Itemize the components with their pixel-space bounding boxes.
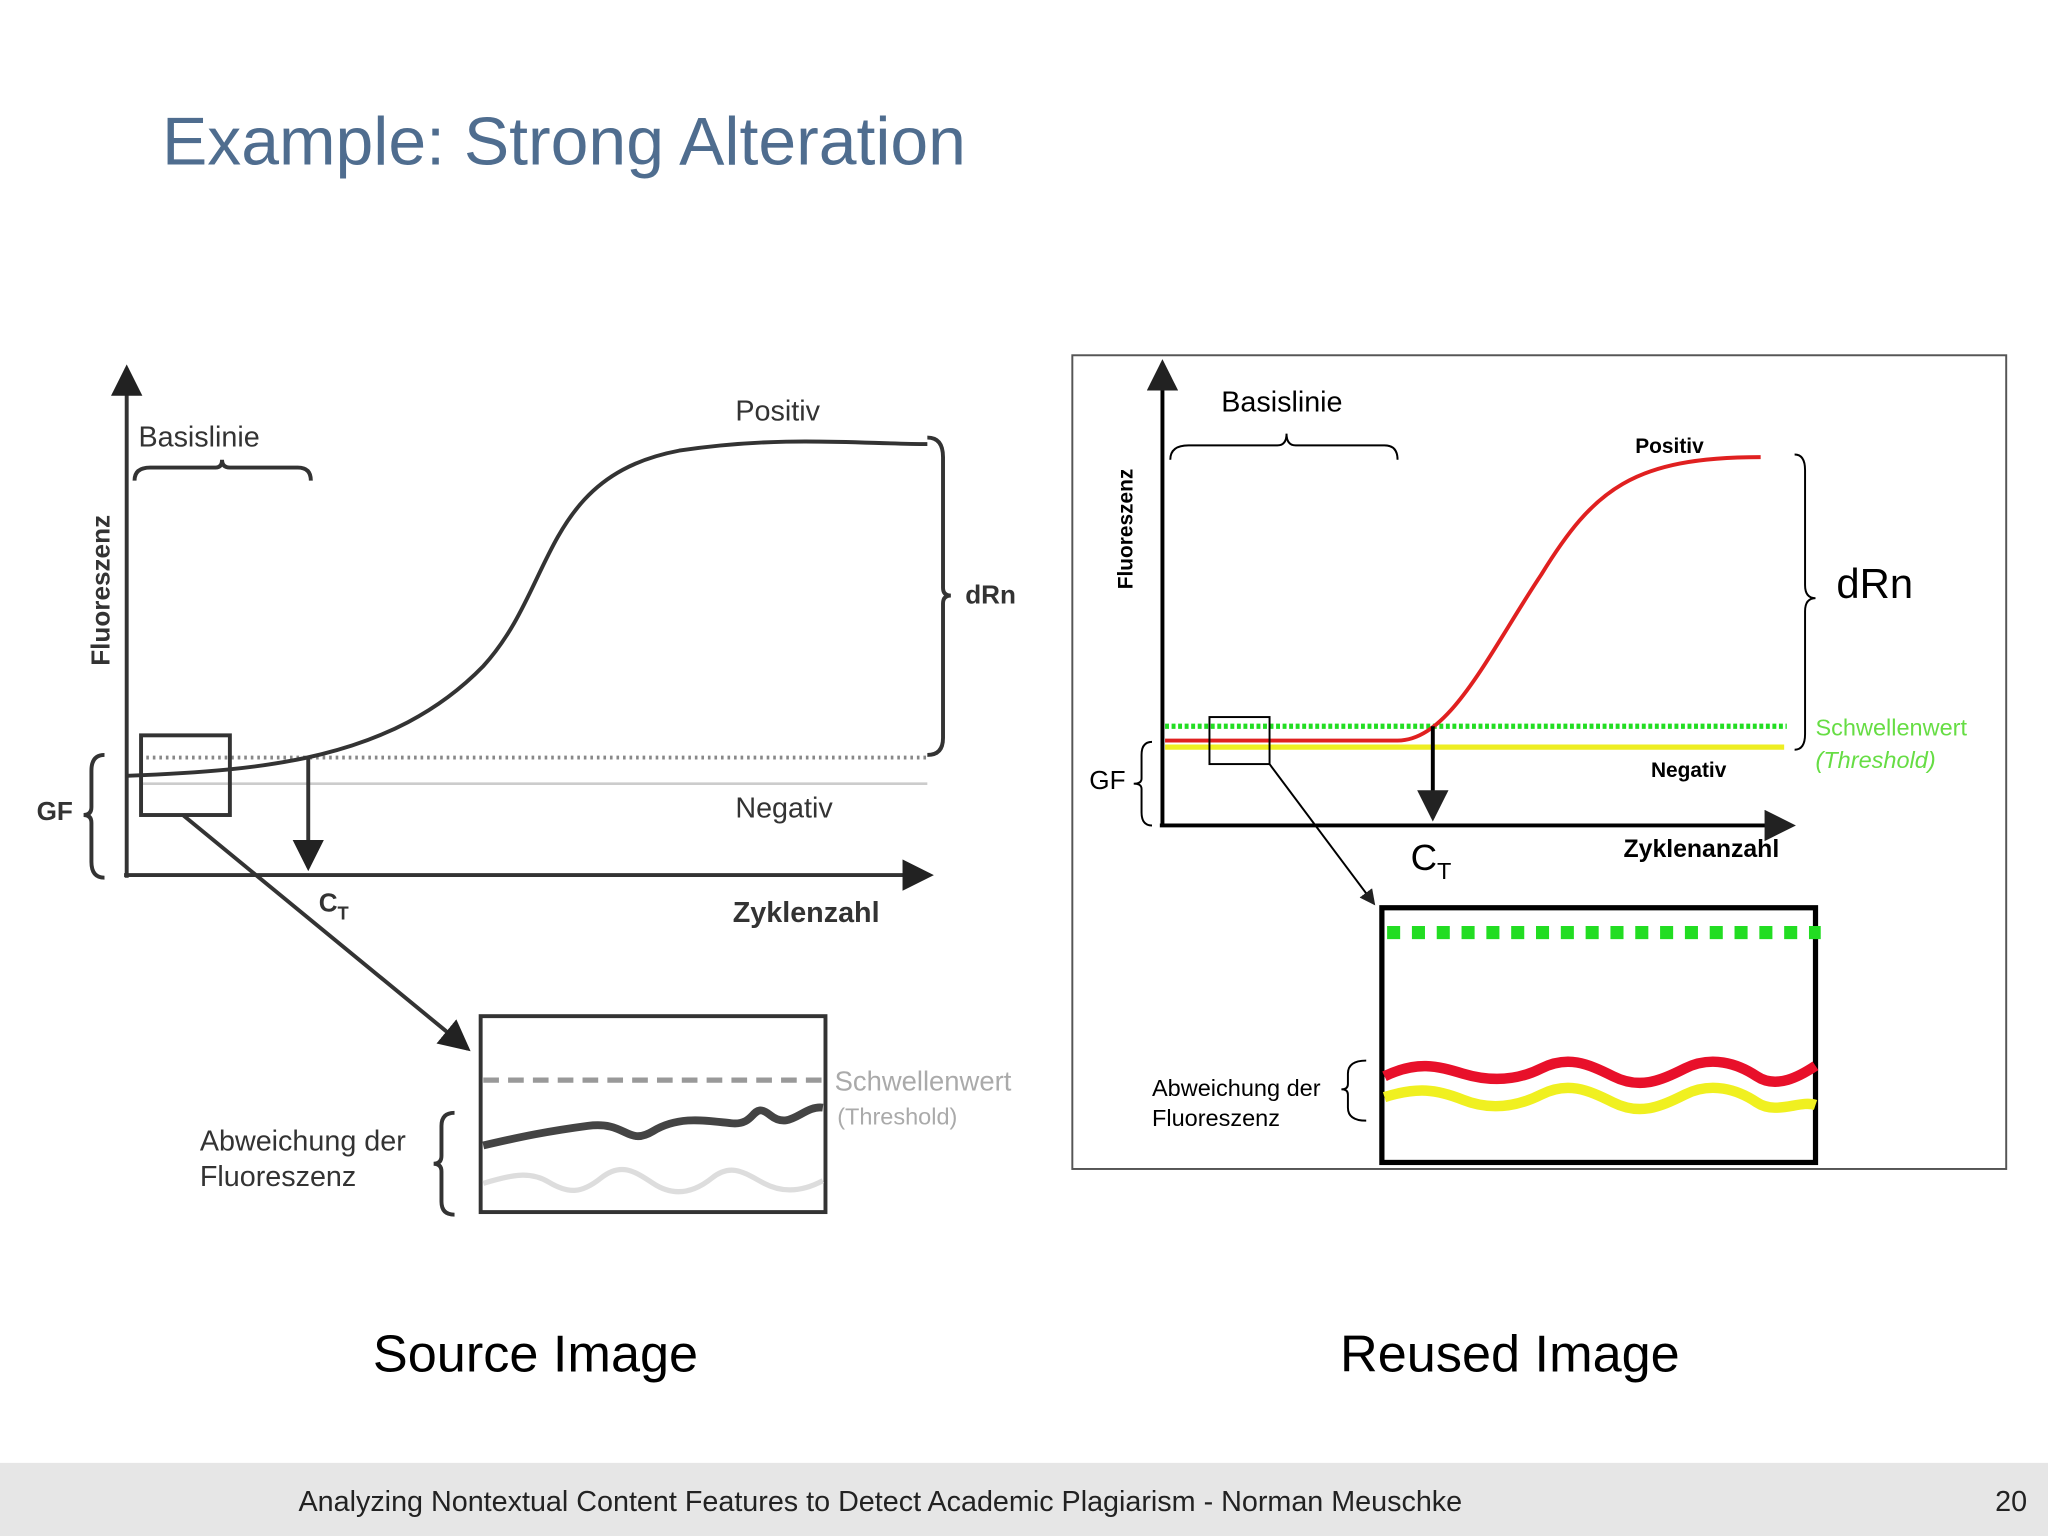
page-number: 20: [1995, 1486, 2027, 1518]
label: (Threshold): [1816, 747, 1936, 773]
label: GF: [1089, 765, 1125, 795]
label: Fluoreszenz: [200, 1161, 356, 1193]
ct: C: [1411, 837, 1437, 878]
reused-figure: Basislinie Positiv dRn Fluoreszenz GF Ne…: [1071, 354, 2008, 1170]
label: dRn: [1836, 560, 1913, 607]
label: CT: [1411, 837, 1452, 884]
footer-bar: [0, 1462, 2048, 1536]
slide-title: Example: Strong Alteration: [162, 105, 966, 180]
label: Negativ: [735, 793, 833, 825]
ct-sub: T: [1437, 858, 1451, 884]
y-label: Fluoreszenz: [1114, 469, 1137, 590]
label: Negativ: [1651, 759, 1727, 782]
ct-sub: T: [338, 903, 349, 924]
label: CT: [319, 888, 349, 924]
label: Abweichung der: [200, 1126, 406, 1158]
label: Basislinie: [138, 422, 259, 454]
y-label: Fluoreszenz: [86, 515, 116, 666]
ct: C: [319, 888, 338, 918]
label: Basislinie: [1221, 386, 1342, 418]
label: Positiv: [1635, 435, 1704, 458]
x-label: Zyklenzahl: [733, 897, 880, 929]
footer: Analyzing Nontextual Content Features to…: [298, 1486, 1462, 1518]
label: Fluoreszenz: [1152, 1105, 1280, 1131]
label: (Threshold): [837, 1104, 957, 1130]
caption: Source Image: [373, 1325, 698, 1383]
label: Abweichung der: [1152, 1075, 1321, 1101]
caption: Reused Image: [1340, 1325, 1680, 1383]
label: Positiv: [735, 396, 820, 428]
label: dRn: [965, 579, 1016, 609]
source-figure: Basislinie Positiv dRn Fluoreszenz GF Ne…: [37, 364, 1016, 1217]
label: Schwellenwert: [835, 1066, 1012, 1097]
label: GF: [37, 796, 73, 826]
label: Schwellenwert: [1816, 714, 1968, 740]
x-label: Zyklenanzahl: [1624, 836, 1780, 863]
